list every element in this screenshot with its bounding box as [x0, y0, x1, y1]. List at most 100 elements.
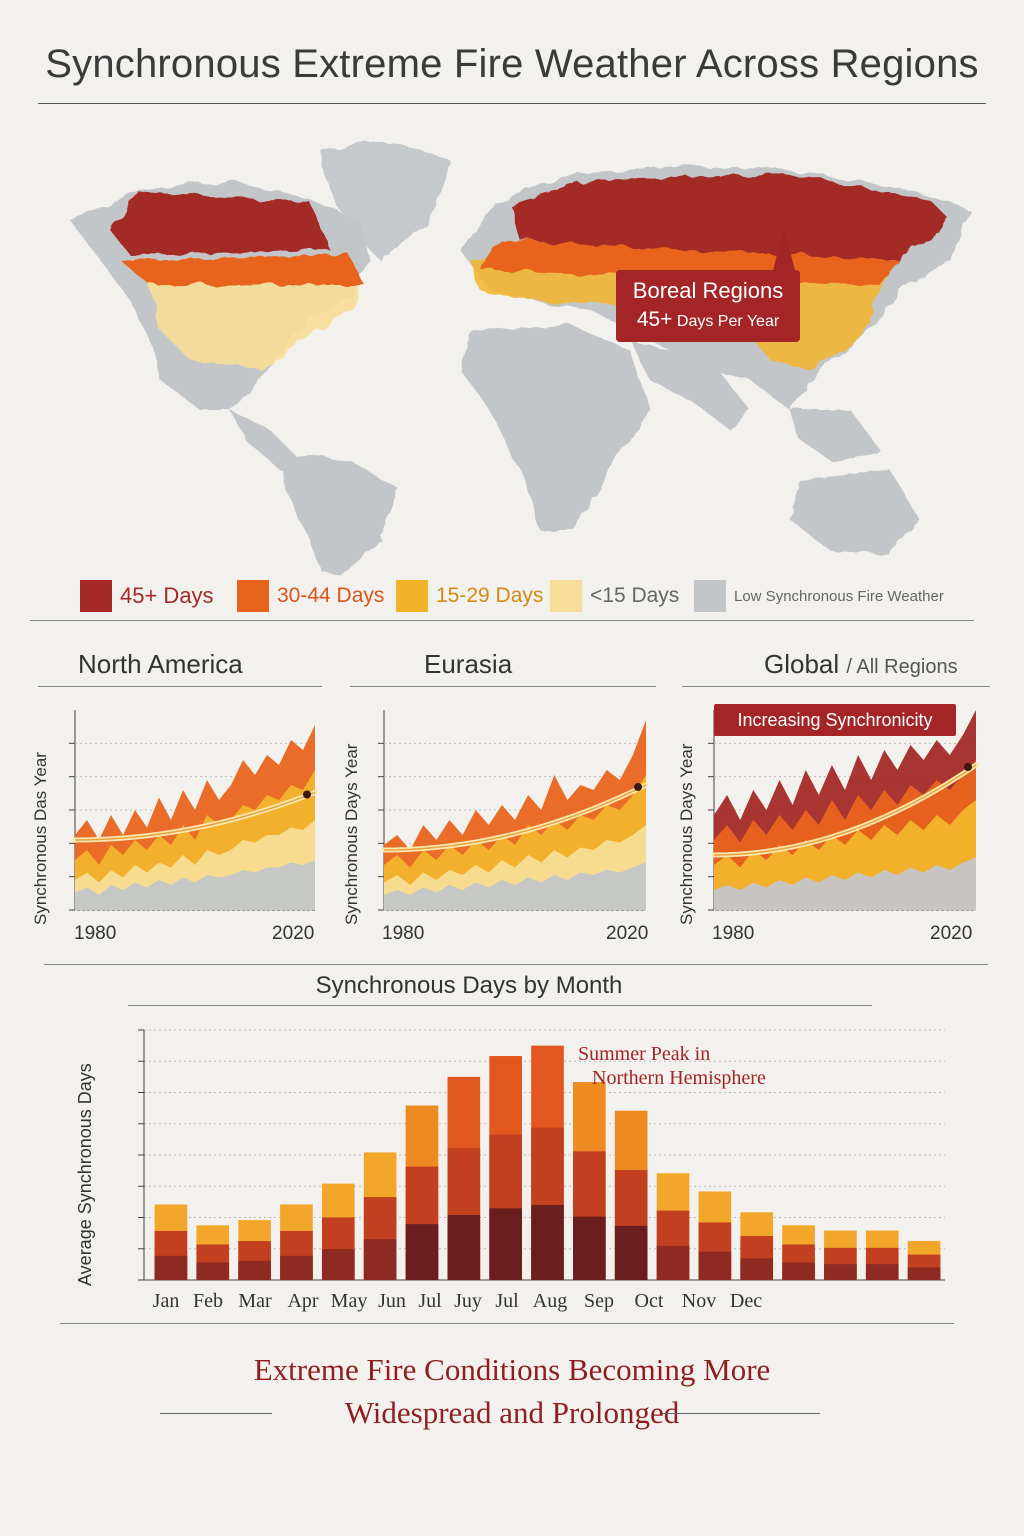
month-bar: [740, 1212, 774, 1280]
boreal-callout: Boreal Regions 45+ Days Per Year: [616, 270, 800, 342]
month-label-aug: Aug: [532, 1290, 568, 1312]
month-bar: [907, 1240, 941, 1280]
month-label-jul-2: Jul: [495, 1290, 519, 1312]
month-bar: [196, 1225, 230, 1280]
footer-line2: Widespread and Prolonged: [344, 1395, 680, 1430]
bar-base: [238, 1260, 271, 1280]
swatch-low-icon: [694, 580, 726, 612]
month-chart-title: Synchronous Days by Month: [315, 972, 623, 999]
summer-peak-line2: Northern Hemisphere: [592, 1067, 766, 1089]
month-label-apr: Apr: [287, 1290, 319, 1312]
month-label-mar: Mar: [238, 1290, 272, 1312]
bar-base: [865, 1264, 899, 1280]
bottom-divider: [60, 1323, 954, 1324]
summer-peak-annotation: Summer Peak in Northern Hemisphere: [578, 1042, 766, 1090]
north-america-ylabel: Synchronous Das Year: [31, 752, 50, 925]
australia: [790, 470, 920, 555]
eu-xtick-end: 2020: [606, 923, 649, 944]
month-bar: [531, 1045, 564, 1280]
global-ylabel: Synchronous Days Year: [677, 743, 696, 925]
na-xtick-end: 2020: [272, 923, 315, 944]
footer-line1: Extreme Fire Conditions Becoming More: [253, 1352, 771, 1387]
legend-item-15: 15-29 Days: [396, 580, 543, 612]
south-america: [280, 455, 400, 575]
month-bar: [865, 1230, 899, 1280]
month-label-juy: Juy: [454, 1290, 482, 1312]
month-chart-title-rule: [128, 1005, 872, 1006]
month-bar: [614, 1110, 648, 1280]
bar-base: [531, 1205, 564, 1280]
bar-base: [782, 1262, 815, 1280]
panel-title-eurasia: Eurasia: [424, 649, 513, 679]
south-asia: [630, 340, 750, 430]
area-series-low: [384, 862, 646, 910]
swatch-30-icon: [237, 580, 269, 612]
month-label-may: May: [330, 1290, 368, 1312]
panel-divider-3: [682, 686, 990, 687]
month-label-jan: Jan: [152, 1290, 180, 1312]
na-mid-band: [120, 255, 365, 285]
world-map: [70, 140, 970, 575]
legend-label-lt15: <15 Days: [590, 584, 680, 607]
trend-end-marker: [303, 790, 311, 799]
footer-rule-left: [160, 1413, 272, 1414]
central-america: [230, 410, 300, 470]
month-bar: [656, 1173, 690, 1280]
bar-base: [154, 1255, 188, 1280]
month-bar: [363, 1152, 397, 1280]
month-chart-ylabel: Average Synchronous Days: [75, 1063, 95, 1286]
month-label-sep: Sep: [584, 1290, 614, 1312]
panel-divider-2: [350, 686, 656, 687]
boreal-callout-title: Boreal Regions: [632, 278, 784, 303]
bar-base: [405, 1224, 439, 1280]
bar-base: [489, 1208, 522, 1280]
north-america-chart: [69, 710, 318, 911]
month-label-jun: Jun: [378, 1290, 406, 1312]
month-bar: [489, 1056, 522, 1280]
legend-label-30: 30-44 Days: [277, 584, 385, 607]
month-bar: [321, 1183, 355, 1280]
month-bar: [280, 1204, 313, 1280]
month-bar: [782, 1225, 815, 1280]
bar-base: [656, 1245, 690, 1280]
bar-base: [196, 1262, 230, 1280]
month-bar-chart: [138, 1029, 945, 1281]
bar-base: [280, 1255, 313, 1280]
increasing-synchronicity-label: Increasing Synchronicity: [714, 704, 956, 736]
bar-base: [321, 1249, 355, 1280]
month-label-dec: Dec: [729, 1290, 763, 1312]
month-bar: [154, 1204, 188, 1280]
bar-base: [698, 1251, 732, 1280]
southeast-asia: [790, 410, 880, 460]
month-label-feb: Feb: [193, 1290, 223, 1312]
month-bar: [698, 1191, 732, 1280]
legend-item-30: 30-44 Days: [237, 580, 384, 612]
legend-item-lt15: <15 Days: [550, 580, 679, 612]
panel-title-global: Global / All Regions: [764, 649, 958, 680]
global-title: Global: [764, 649, 840, 679]
month-label-oct: Oct: [634, 1290, 664, 1312]
month-bar: [573, 1082, 606, 1280]
legend-divider: [30, 620, 974, 621]
global-title-suffix: / All Regions: [846, 656, 958, 678]
africa: [460, 325, 650, 530]
bar-base: [740, 1258, 774, 1280]
legend-item-45: 45+ Days: [80, 580, 214, 612]
na-high-band: [110, 192, 330, 255]
callout-value-unit: Days Per Year: [676, 313, 780, 330]
panel-title-north-america: North America: [78, 649, 243, 679]
month-bar: [238, 1220, 271, 1280]
trend-end-marker: [634, 783, 642, 791]
na-low-band: [150, 280, 360, 370]
summer-peak-line1: Summer Peak in: [578, 1043, 711, 1065]
eurasia-chart: [378, 710, 649, 911]
area-series-low: [75, 860, 315, 910]
swatch-lt15-icon: [550, 580, 582, 612]
footer-rule-right: [662, 1413, 820, 1414]
eurasia-high-band: [510, 174, 950, 260]
month-label-jul-1: Jul: [418, 1290, 442, 1312]
month-label-nov: Nov: [681, 1290, 717, 1312]
bar-base: [363, 1239, 397, 1280]
bar-base: [447, 1215, 481, 1280]
legend-label-15: 15-29 Days: [436, 584, 544, 607]
